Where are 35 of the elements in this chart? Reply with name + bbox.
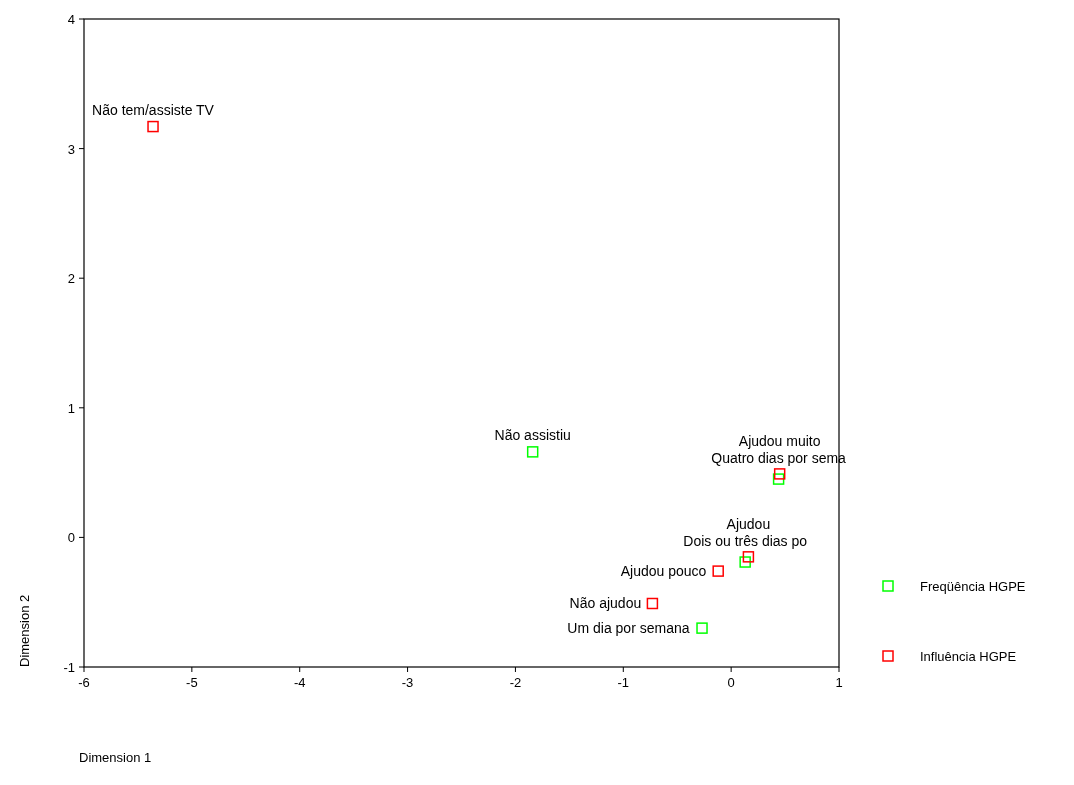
y-tick-label: -1 — [63, 660, 75, 675]
x-tick-label: 0 — [727, 675, 735, 690]
point — [773, 468, 786, 480]
x-tick-label: 1 — [835, 675, 843, 690]
x-tick-label: -4 — [293, 675, 306, 690]
point — [696, 622, 708, 634]
x-tick-label: -3 — [401, 675, 414, 690]
x-tick-label: -2 — [509, 675, 522, 690]
point — [772, 473, 785, 485]
y-tick-label: 2 — [67, 271, 75, 287]
y-tick-label: 4 — [67, 12, 75, 27]
annotation: Ajudou muito — [738, 432, 821, 449]
x-tick-label: -1 — [617, 675, 630, 690]
annotation: Um dia por semana — [567, 620, 690, 637]
point — [526, 446, 539, 458]
point — [742, 551, 755, 563]
x-tick-label: -5 — [186, 675, 198, 690]
annotation: Não assistiu — [494, 426, 571, 443]
annotation: Não ajudou — [569, 595, 642, 612]
annotation: Ajudou — [726, 515, 771, 532]
legend-label: Influência HGPE — [920, 649, 1017, 664]
x-axis-title: Dimension 1 — [79, 750, 152, 765]
y-tick-label: 0 — [67, 530, 75, 546]
x-tick-label: -6 — [78, 675, 90, 690]
annotation: Dois ou três dias po — [683, 533, 808, 550]
point — [712, 565, 724, 577]
point — [147, 120, 159, 133]
legend-label: Freqüência HGPE — [920, 579, 1026, 594]
point — [739, 556, 751, 568]
y-tick-label: 3 — [67, 141, 75, 157]
y-axis-title: Dimension 2 — [17, 594, 32, 667]
annotation: Não tem/assiste TV — [92, 101, 215, 118]
y-tick-label: 1 — [67, 400, 75, 416]
annotation: Ajudou pouco — [620, 563, 707, 580]
point — [646, 597, 659, 610]
